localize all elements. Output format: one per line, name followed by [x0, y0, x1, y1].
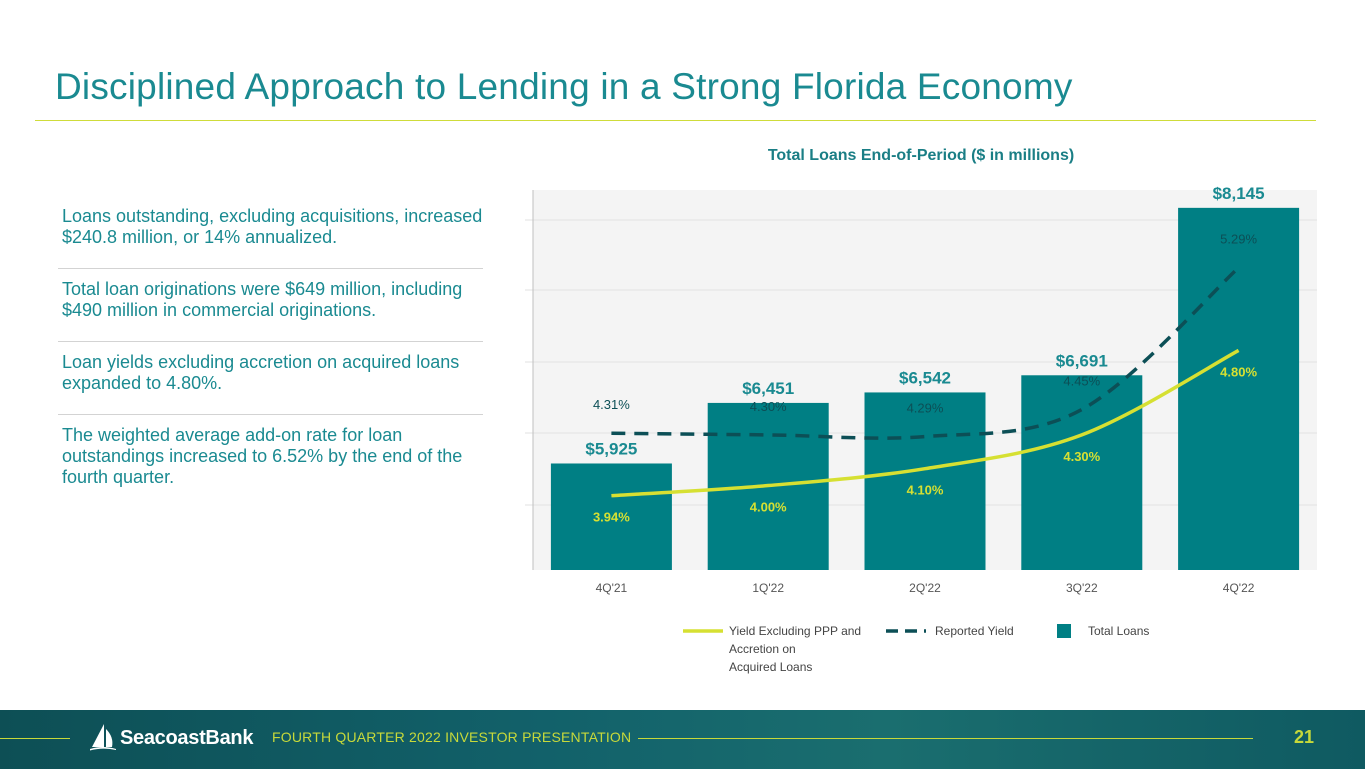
reported-yield-label: 5.29%: [1220, 232, 1257, 247]
bullet-item: The weighted average add-on rate for loa…: [62, 425, 463, 487]
bar-total-loans: [864, 392, 986, 570]
chart-title: Total Loans End-of-Period ($ in millions…: [768, 147, 1074, 164]
yield-ex-ppp-label: 4.80%: [1220, 364, 1257, 379]
seacoast-sail-icon: [90, 724, 116, 751]
reported-yield-label: 4.30%: [750, 399, 787, 414]
x-tick-label: 4Q'22: [1223, 581, 1255, 595]
footer-bar: SeacoastBank FOURTH QUARTER 2022 INVESTO…: [0, 710, 1365, 769]
bar-value-label: $8,145: [1213, 184, 1265, 203]
legend-label: Reported Yield: [935, 624, 1014, 638]
line-yield-excluding-ppp: [611, 348, 1240, 498]
bar-total-loans: [1021, 375, 1143, 570]
bar-value-label: $5,925: [585, 439, 637, 458]
title-divider: [35, 120, 1316, 121]
reported-yield-label: 4.45%: [1063, 374, 1100, 389]
x-tick-label: 4Q'21: [596, 581, 628, 595]
yield-ex-ppp-label: 4.10%: [907, 483, 944, 498]
x-tick-label: 2Q'22: [909, 581, 941, 595]
legend-label: Yield Excluding PPP and: [729, 624, 861, 638]
legend-label: Acquired Loans: [729, 660, 812, 674]
x-tick-label: 1Q'22: [752, 581, 784, 595]
brand-name: SeacoastBank: [120, 727, 254, 749]
legend-swatch-total-loans: [1057, 624, 1071, 638]
bar-value-label: $6,691: [1056, 351, 1108, 370]
bar-total-loans: [550, 463, 672, 570]
legend-label: Accretion on: [729, 642, 796, 656]
yield-ex-ppp-label: 4.00%: [750, 500, 787, 515]
reported-yield-label: 4.29%: [907, 401, 944, 416]
footer-rule-right: [638, 738, 1253, 739]
reported-yield-label: 4.31%: [593, 397, 630, 412]
presentation-subtitle: FOURTH QUARTER 2022 INVESTOR PRESENTATIO…: [272, 729, 632, 745]
bullet-list: Loans outstanding, excluding acquisition…: [58, 196, 483, 508]
footer-rule-left: [0, 738, 70, 739]
bar-total-loans: [1178, 207, 1300, 570]
x-tick-label: 3Q'22: [1066, 581, 1098, 595]
yield-ex-ppp-label: 4.30%: [1063, 449, 1100, 464]
page-number: 21: [1294, 727, 1315, 747]
page-title: Disciplined Approach to Lending in a Str…: [55, 66, 1073, 107]
bar-value-label: $6,451: [742, 379, 794, 398]
yield-ex-ppp-label: 3.94%: [593, 510, 630, 525]
bullet-item: Total loan originations were $649 millio…: [58, 269, 483, 342]
bullet-item: Loan yields excluding accretion on acqui…: [58, 342, 483, 415]
loans-chart: Total Loans End-of-Period ($ in millions…: [525, 147, 1317, 674]
legend-label: Total Loans: [1088, 624, 1149, 638]
bullet-item: Loans outstanding, excluding acquisition…: [58, 196, 483, 269]
bar-value-label: $6,542: [899, 368, 951, 387]
line-reported-yield: [611, 266, 1240, 440]
